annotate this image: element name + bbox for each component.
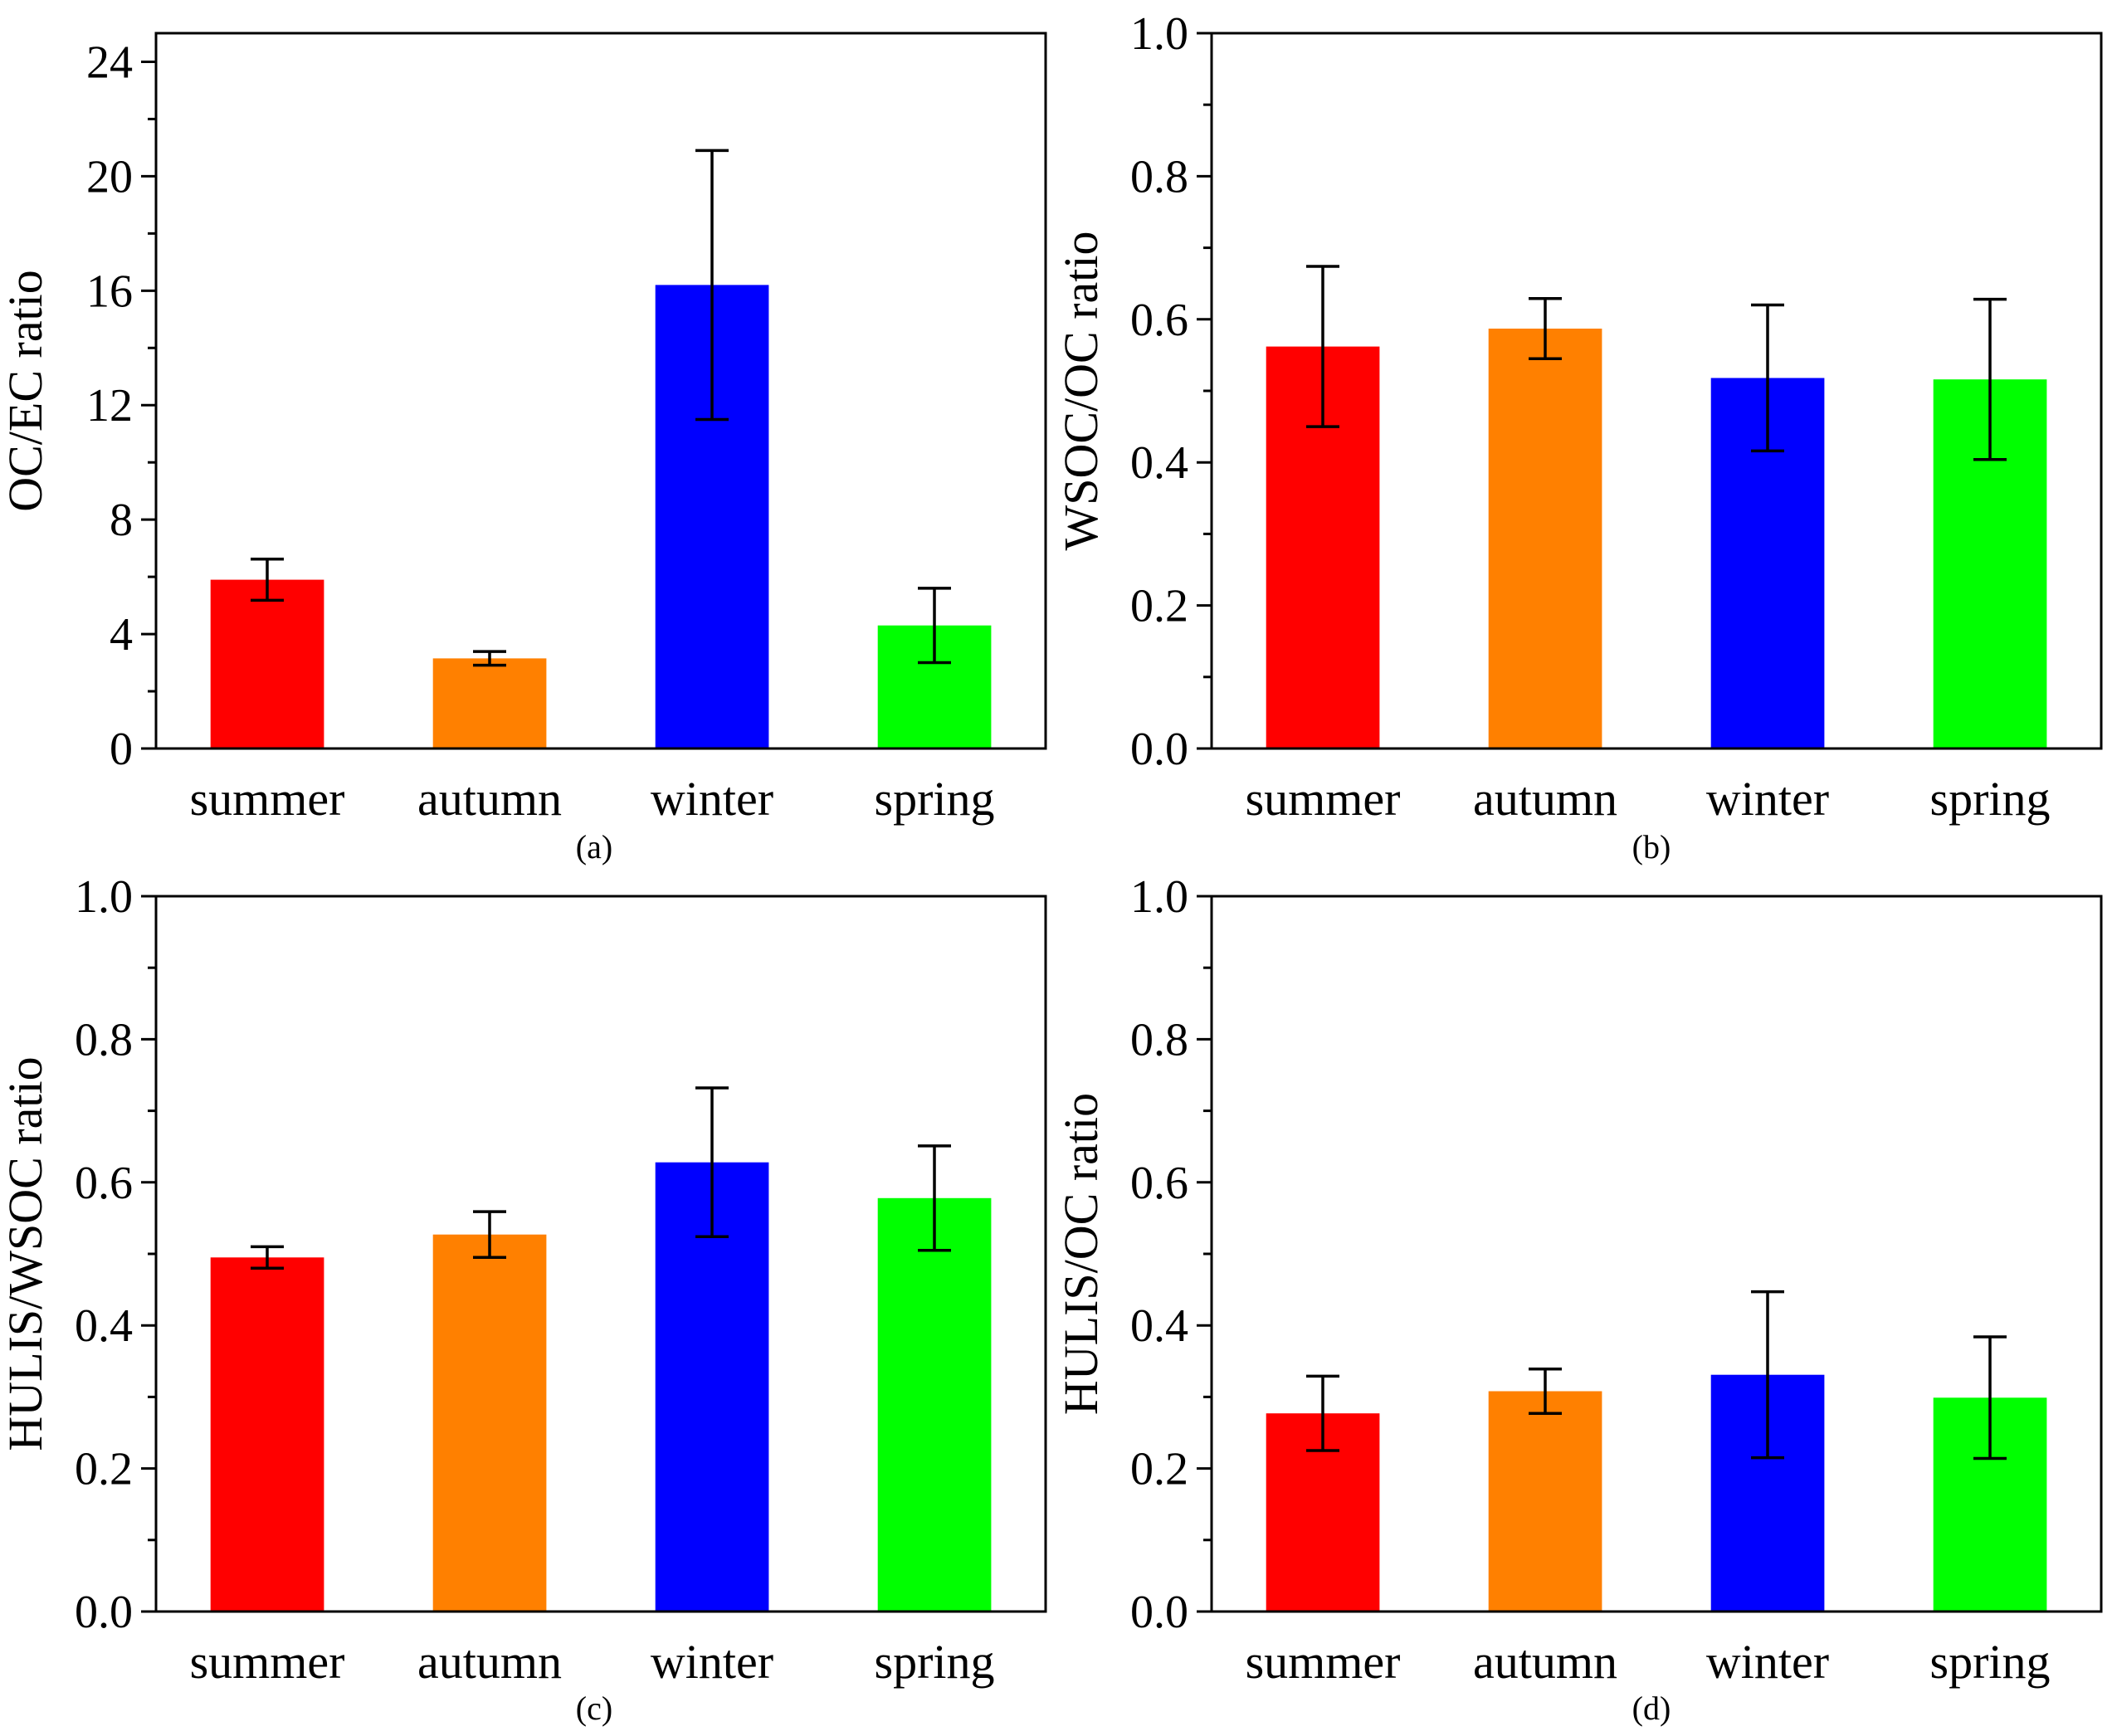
bar-summer [210,579,324,749]
y-tick-label: 0.8 [75,1014,133,1065]
y-tick-label: 1.0 [1130,871,1188,923]
panel-c: summer autumn winter spring 0.0 0.2 0.4 0.6 0.8 1… [0,871,1047,1727]
y-tick-label: 0.2 [75,1444,133,1495]
panel-label: (c) [576,1690,612,1727]
x-tick-label-spring: spring [1930,772,2051,826]
y-tick-label: 0.4 [1130,437,1188,489]
x-tick-label-spring: spring [875,772,995,826]
y-tick-label: 4 [110,609,133,661]
y-tick-label: 12 [86,380,133,432]
bar-spring [877,1197,992,1612]
x-tick-label-winter: winter [1706,1635,1829,1689]
y-tick-label: 0.0 [1130,1587,1188,1638]
x-tick-label-winter: winter [651,1635,773,1689]
x-tick-label-summer: summer [1246,772,1401,826]
y-tick-label: 0.6 [1130,1158,1188,1209]
y-tick-label: 0.0 [75,1587,133,1638]
bar-summer [210,1257,324,1612]
x-tick-label-summer: summer [190,1635,345,1689]
x-tick-label-spring: spring [1930,1635,2051,1689]
y-tick-label: 8 [110,495,133,546]
panel-b: summer autumn winter spring 0.0 0.2 0.4 0.6 0.8 1… [1054,8,2103,866]
y-tick-label: 0.2 [1130,1444,1188,1495]
y-tick-label: 16 [86,266,133,317]
y-tick-label: 0.8 [1130,1014,1188,1065]
y-axis-label: OC/EC ratio [0,270,52,512]
plot-frame [154,32,1047,750]
x-tick-label-autumn: autumn [417,1635,562,1689]
y-tick-label: 0.6 [75,1158,133,1209]
y-axis-label: WSOC/OC ratio [1054,231,1108,550]
y-tick-label: 0 [110,724,133,775]
y-tick-label: 1.0 [1130,8,1188,60]
y-tick-label: 0.4 [1130,1300,1188,1352]
panel-label: (a) [576,828,612,866]
bar-autumn [432,1234,547,1612]
x-tick-label-autumn: autumn [1473,772,1617,826]
x-tick-label-spring: spring [875,1635,995,1689]
bar-autumn [1488,1391,1602,1612]
x-tick-label-autumn: autumn [1473,1635,1617,1689]
y-tick-label: 20 [86,151,133,202]
y-tick-label: 1.0 [75,871,133,923]
y-tick-label: 0.0 [1130,724,1188,775]
y-tick-label: 0.6 [1130,295,1188,346]
x-tick-label-summer: summer [190,772,345,826]
x-tick-label-winter: winter [651,772,773,826]
y-tick-label: 0.2 [1130,581,1188,632]
y-tick-label: 0.8 [1130,151,1188,202]
panel-label: (b) [1632,828,1671,866]
bar-autumn [432,658,547,749]
y-tick-label: 24 [86,37,133,88]
panel-label: (d) [1632,1690,1671,1727]
x-tick-label-autumn: autumn [417,772,562,826]
y-axis-label: HULIS/OC ratio [1054,1093,1108,1415]
panel-d: summer autumn winter spring 0.0 0.2 0.4 0.6 0.8 1… [1054,871,2103,1727]
x-tick-label-summer: summer [1246,1635,1401,1689]
y-tick-label: 0.4 [75,1300,133,1352]
panel-a: summer autumn winter spring 0 4 8 12 16 20 24 OC/EC… [0,32,1047,866]
bar-autumn [1488,329,1602,749]
x-tick-label-winter: winter [1706,772,1829,826]
y-axis-label: HULIS/WSOC ratio [0,1056,52,1451]
